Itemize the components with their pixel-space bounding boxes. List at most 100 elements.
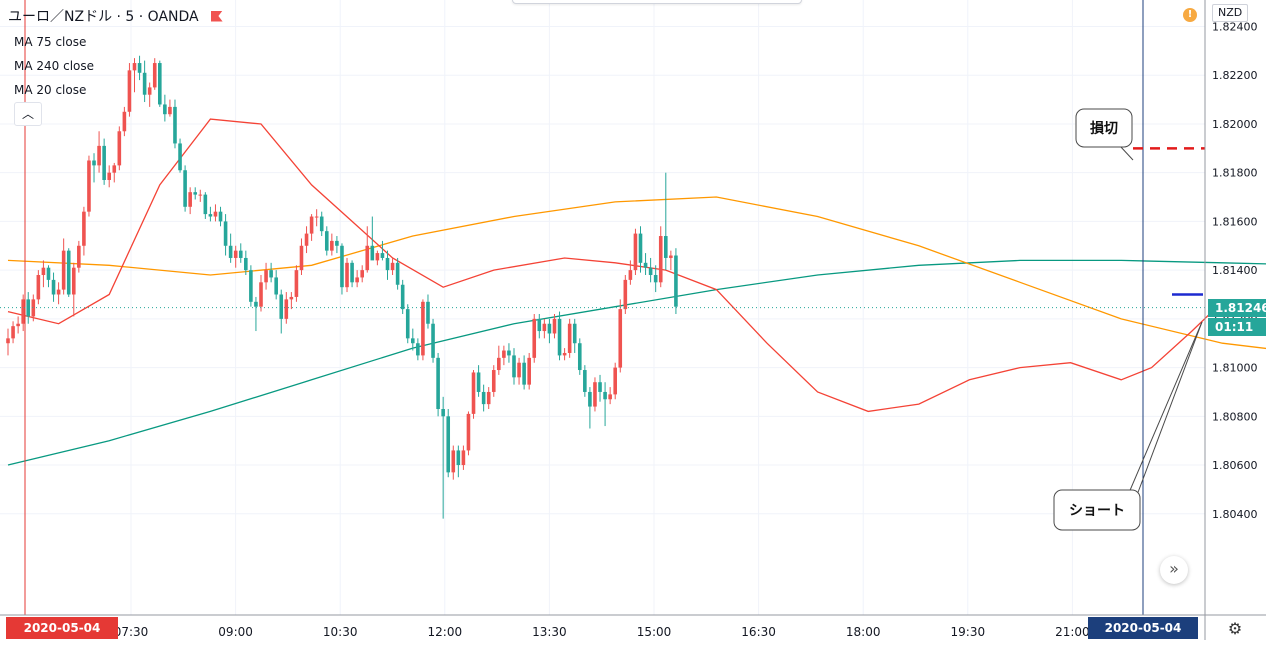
candle-body [517,362,521,378]
price-axis-labels: 1.804001.806001.808001.810001.812001.814… [1212,21,1258,521]
candle-body [385,257,390,271]
candle-body [395,262,400,285]
candle-body [188,192,192,207]
candle-body [664,236,668,258]
alert-icon[interactable]: ! [1183,8,1197,22]
candle-body [613,367,617,395]
candle-body [507,350,511,356]
ma75-legend[interactable]: MA 75 close [14,35,87,49]
candle-body [223,221,228,246]
candle-body [527,357,531,385]
candle-body [461,450,466,466]
candle-body [633,233,638,271]
candle-body [122,111,127,132]
price-tick-label: 1.80800 [1212,410,1258,423]
candle-body [572,323,577,344]
candle-body [648,267,653,276]
candle-body [168,106,172,115]
chart-legend: ユーロ／NZドル · 5 · OANDA MA 75 close MA 240 … [8,6,223,102]
candle-body [340,245,344,288]
candle-body [228,245,233,258]
candle-body [400,284,405,310]
candle-body [588,391,592,407]
candle-body [77,245,81,268]
candle-body [643,262,648,268]
time-tick-label: 21:00 [1055,625,1090,639]
candle-body [173,106,177,144]
candle-body [537,318,542,332]
candle-body [542,323,547,332]
scroll-to-realtime-button[interactable]: » [1160,556,1188,584]
symbol-row[interactable]: ユーロ／NZドル · 5 · OANDA [8,6,223,26]
candle-body [552,318,557,334]
candle-body [456,450,461,466]
candle-body [486,391,491,405]
candle-body [259,282,263,307]
candle-body [370,245,375,261]
candle-body [653,275,658,283]
time-axis-labels: 07:30 09:00 10:30 12:00 13:30 15:00 16:30 18:00… [114,625,1090,639]
candle-body [71,267,76,295]
flag-icon[interactable] [210,10,223,22]
double-chevron-right-icon: » [1169,559,1179,578]
time-tick-label: 16:30 [741,625,776,639]
ma20-legend[interactable]: MA 20 close [14,83,87,97]
candle-body [82,211,86,246]
stoploss-callout [1075,108,1133,148]
candle-body [249,270,253,302]
candle-body [142,72,147,95]
candle-body [254,301,258,307]
candle-body [92,160,96,166]
candle-body [152,63,157,88]
candle-body [21,299,25,324]
collapse-legend-button[interactable]: ︿ [14,102,42,126]
candle-body [244,257,248,271]
candlestick-series [6,55,678,519]
time-tick-label: 13:30 [532,625,567,639]
candle-body [567,323,572,353]
candle-body [299,245,304,271]
candle-body [355,277,359,283]
price-tick-label: 1.82000 [1212,118,1258,131]
candle-body [198,194,203,196]
candle-body [669,255,673,258]
candle-body [289,296,294,300]
short-callout-text: ショート [1069,503,1125,519]
time-badge-left: 2020-05-04 06:00 [6,617,118,657]
price-tick-label: 1.82200 [1212,69,1258,82]
candle-body [365,245,370,271]
candle-body [628,270,633,280]
candle-body [532,318,537,358]
candle-body [294,270,299,297]
candle-body [178,143,182,171]
candle-body [127,70,132,112]
time-tick-label: 19:30 [951,625,986,639]
ma75-line [7,196,1266,350]
currency-label[interactable]: NZD [1212,4,1249,22]
candle-body [411,338,415,344]
price-tick-label: 1.80600 [1212,459,1258,472]
top-drag-handle[interactable] [512,0,802,4]
candle-body [557,318,562,356]
candle-body [405,309,410,339]
candle-body [102,145,106,180]
candle-body [562,352,567,356]
candle-body [279,294,284,319]
time-tick-label: 10:30 [323,625,358,639]
short-callout [1053,489,1141,531]
gear-icon[interactable]: ⚙ [1227,619,1243,638]
candle-body [87,160,91,212]
candle-body [446,416,451,473]
bar-countdown: 01:11 [1208,317,1266,336]
candle-body [512,355,516,378]
candle-body [623,279,628,310]
time-tick-label: 18:00 [846,625,881,639]
candle-body [608,394,612,400]
candle-body [213,211,218,217]
candle-body [380,253,385,258]
candle-body [436,357,440,410]
price-tick-label: 1.81800 [1212,167,1258,180]
ma240-legend[interactable]: MA 240 close [14,59,95,73]
candle-body [476,372,481,392]
